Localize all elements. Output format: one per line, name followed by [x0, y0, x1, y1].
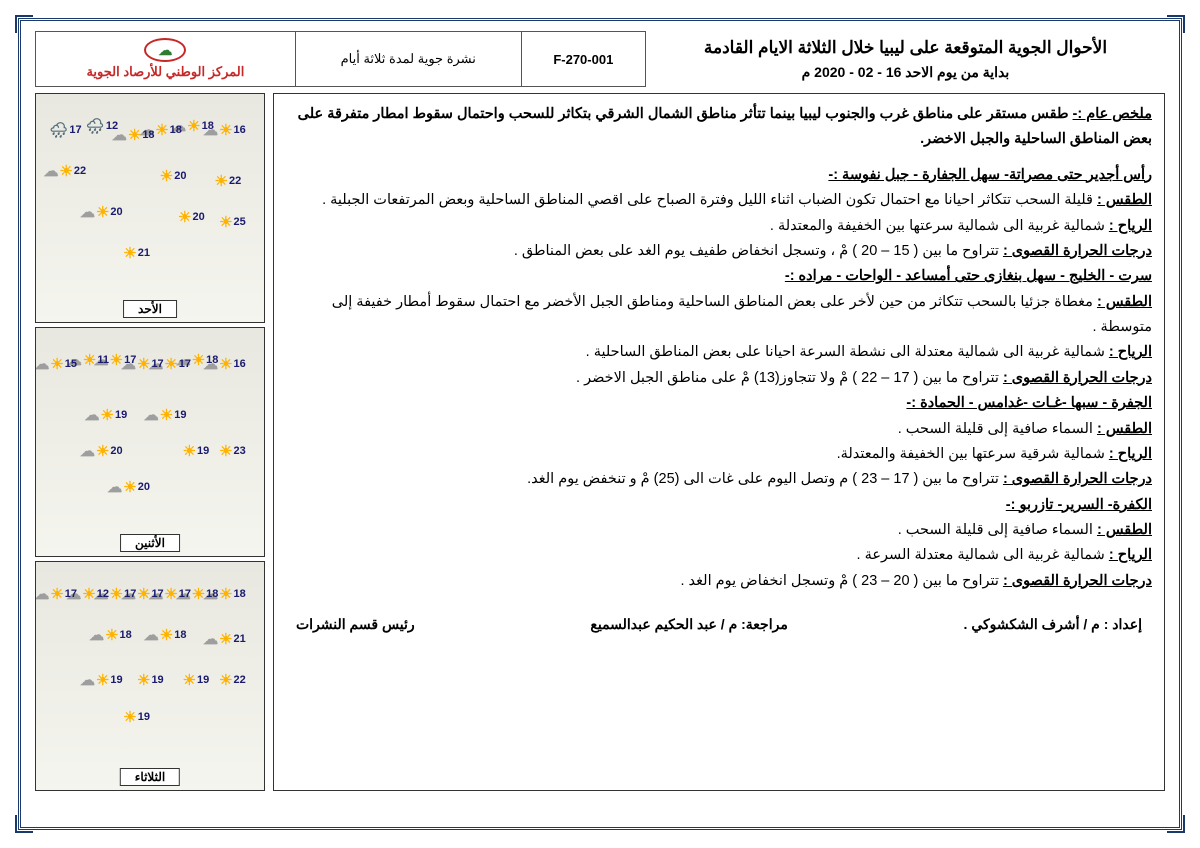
- weather-point: 18☀☁: [89, 626, 132, 644]
- header-table: الأحوال الجوية المتوقعة على ليبيا خلال ا…: [35, 31, 1165, 87]
- summary: ملخص عام :- طقس مستقر على مناطق غرب والج…: [286, 102, 1152, 153]
- weather-point: 22☀: [215, 172, 242, 190]
- weather-point: 19☀☁: [85, 406, 128, 424]
- weather-point: 21☀: [123, 244, 150, 262]
- weather-point: 15☀☁: [35, 355, 77, 373]
- weather-point: 20☀☁: [107, 478, 150, 496]
- bulletin-type: نشرة جوية لمدة ثلاثة أيام: [295, 32, 521, 87]
- summary-label: ملخص عام :-: [1073, 106, 1152, 122]
- weather-point: 19☀☁: [144, 406, 187, 424]
- weather-point: 20☀: [178, 208, 205, 226]
- wind-line: الرياح : شمالية شرقية سرعتها بين الخفيفة…: [286, 442, 1152, 467]
- map-label-2: الأثنين: [120, 534, 180, 552]
- forecast-text-panel: ملخص عام :- طقس مستقر على مناطق غرب والج…: [273, 93, 1165, 791]
- form-code: F-270-001: [521, 32, 645, 87]
- subtitle: بداية من يوم الاحد 16 - 02 - 2020 م: [656, 64, 1155, 81]
- weather-point: 12🌧: [86, 117, 118, 135]
- weather-point: 21☀☁: [203, 630, 246, 648]
- regions-container: رأس أجدير حتى مصراتة- سهل الجفارة - جبل …: [286, 153, 1152, 594]
- maps-column: 16☀☁18☀☁18☀☁18☀☁12🌧17🌧22☀20☀22☀☁25☀20☀20…: [35, 93, 265, 791]
- weather-point: 19☀☁: [80, 671, 123, 689]
- temp-line: درجات الحرارة القصوى : تتراوح ما بين ( 1…: [286, 366, 1152, 391]
- region-header: سرت - الخليج - سهل بنغازى حتى أمساعد - ا…: [286, 264, 1152, 289]
- temp-line: درجات الحرارة القصوى : تتراوح ما بين ( 1…: [286, 467, 1152, 492]
- organization-cell: ☁ المركز الوطني للأرصاد الجوية: [36, 32, 296, 87]
- wind-line: الرياح : شمالية غربية الى شمالية معتدلة …: [286, 543, 1152, 568]
- wind-line: الرياح : شمالية غربية الى شمالية معتدلة …: [286, 340, 1152, 365]
- temp-line: درجات الحرارة القصوى : تتراوح ما بين ( 1…: [286, 239, 1152, 264]
- weather-point: 17☀☁: [35, 585, 77, 603]
- region-header: الكفرة- السرير- تازربو :-: [286, 493, 1152, 518]
- map-day-1: 16☀☁18☀☁18☀☁18☀☁12🌧17🌧22☀20☀22☀☁25☀20☀20…: [35, 93, 265, 323]
- organization-name: المركز الوطني للأرصاد الجوية: [46, 64, 285, 80]
- weather-line: الطقس : السماء صافية إلى قليلة السحب .: [286, 518, 1152, 543]
- map-day-2: 16☀☁18☀☁17☀☁17☀☁17☀☁11☀☁15☀☁19☀☁19☀☁23☀1…: [35, 327, 265, 557]
- prepared-by: إعداد : م / أشرف الشكشوكي .: [964, 612, 1142, 637]
- map-day-3: 18☀☁18☀☁17☀☁17☀☁17☀☁12☀☁17☀☁21☀☁18☀☁18☀☁…: [35, 561, 265, 791]
- region-header: الجفرة - سبها -غـات -غدامس - الحمادة :-: [286, 391, 1152, 416]
- weather-point: 19☀: [183, 671, 210, 689]
- reviewed-by: مراجعة: م / عبد الحكيم عبدالسميع: [590, 612, 787, 637]
- weather-point: 19☀: [123, 708, 150, 726]
- weather-point: 17🌧: [49, 121, 81, 139]
- weather-point: 23☀: [219, 442, 246, 460]
- map-label-1: الأحد: [123, 300, 177, 318]
- weather-point: 22☀☁: [43, 162, 86, 180]
- summary-text: طقس مستقر على مناطق غرب والجنوب ليبيا بي…: [298, 106, 1152, 147]
- content-row: ملخص عام :- طقس مستقر على مناطق غرب والج…: [35, 93, 1165, 791]
- weather-point: 20☀☁: [80, 442, 123, 460]
- weather-point: 25☀: [219, 213, 246, 231]
- weather-point: 18☀☁: [112, 126, 155, 144]
- weather-line: الطقس : قليلة السحب تتكاثر احيانا مع احت…: [286, 188, 1152, 213]
- logo-icon: ☁: [144, 38, 186, 62]
- weather-point: 19☀: [137, 671, 164, 689]
- signature-row: إعداد : م / أشرف الشكشوكي . مراجعة: م / …: [286, 612, 1152, 637]
- weather-point: 22☀: [219, 671, 246, 689]
- title-cell: الأحوال الجوية المتوقعة على ليبيا خلال ا…: [645, 32, 1165, 87]
- map-label-3: الثلاثاء: [120, 768, 180, 786]
- wind-line: الرياح : شمالية غربية الى شمالية سرعتها …: [286, 214, 1152, 239]
- weather-point: 20☀☁: [80, 203, 123, 221]
- section-head: رئيس قسم النشرات: [296, 612, 415, 637]
- temp-line: درجات الحرارة القصوى : تتراوح ما بين ( 2…: [286, 569, 1152, 594]
- weather-line: الطقس : السماء صافية إلى قليلة السحب .: [286, 417, 1152, 442]
- weather-line: الطقس : مغطاة جزئيا بالسحب تتكاثر من حين…: [286, 290, 1152, 341]
- main-title: الأحوال الجوية المتوقعة على ليبيا خلال ا…: [656, 38, 1155, 58]
- weather-point: 19☀: [183, 442, 210, 460]
- region-header: رأس أجدير حتى مصراتة- سهل الجفارة - جبل …: [286, 163, 1152, 188]
- document-frame: الأحوال الجوية المتوقعة على ليبيا خلال ا…: [18, 18, 1182, 830]
- weather-point: 18☀☁: [144, 626, 187, 644]
- weather-point: 20☀: [160, 167, 187, 185]
